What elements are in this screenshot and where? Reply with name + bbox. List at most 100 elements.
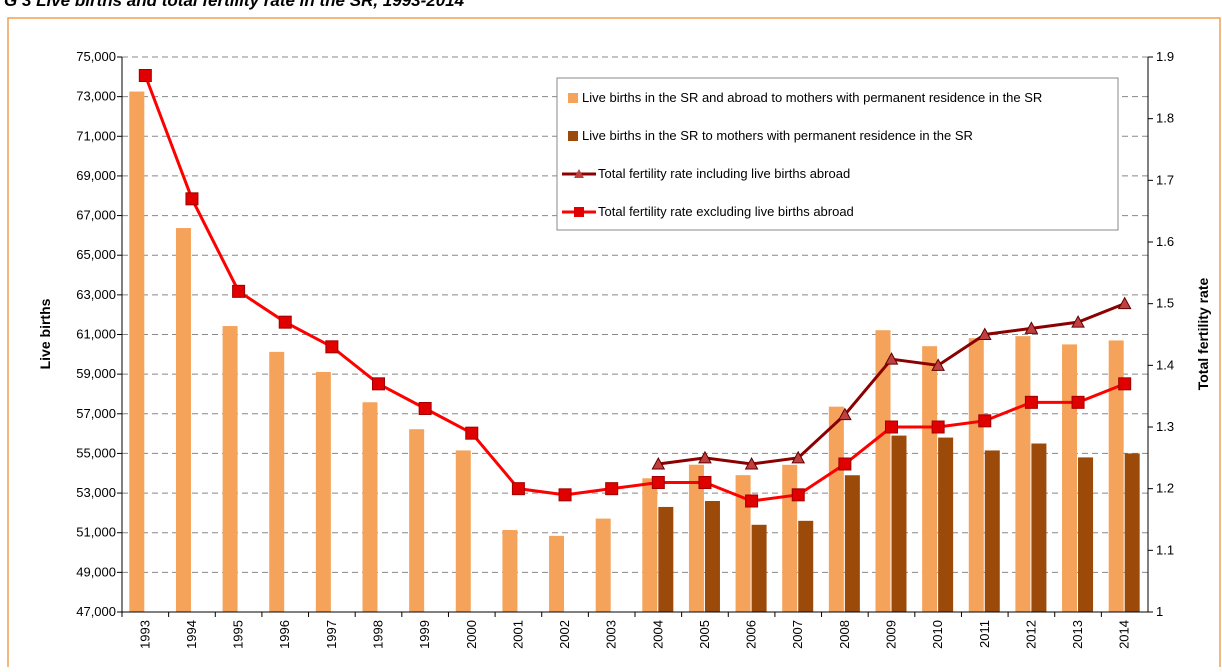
y2-tick-label: 1.3	[1156, 419, 1174, 434]
marker	[1117, 296, 1132, 310]
bar	[1031, 443, 1047, 612]
chart-title: G 3 Live births and total fertility rate…	[4, 0, 465, 10]
bar	[502, 530, 518, 612]
y-tick-label: 73,000	[76, 89, 116, 104]
x-tick-label: 2008	[837, 620, 852, 649]
legend-label: Total fertility rate including live birt…	[598, 166, 850, 181]
bar	[704, 501, 720, 612]
x-tick-label: 1996	[277, 620, 292, 649]
bar	[175, 228, 191, 612]
bar	[891, 435, 907, 612]
x-tick-label: 2009	[884, 620, 899, 649]
marker	[978, 414, 992, 428]
marker	[418, 402, 432, 415]
legend-swatch	[568, 93, 578, 103]
x-tick-label: 1995	[231, 620, 246, 649]
x-tick-label: 1994	[184, 620, 199, 649]
legend-box	[556, 77, 1119, 231]
y2-tick-label: 1.4	[1156, 357, 1174, 372]
x-tick-label: 2007	[790, 620, 805, 649]
chart-frame	[7, 17, 1221, 672]
y2-tick-label: 1.7	[1156, 172, 1174, 187]
bar	[642, 478, 658, 612]
bar	[658, 506, 674, 612]
bar	[688, 464, 704, 612]
x-tick-label: 2014	[1117, 620, 1132, 649]
marker	[1071, 395, 1085, 409]
bar	[828, 406, 844, 612]
bar	[1108, 340, 1124, 612]
marker	[232, 284, 246, 298]
bar	[315, 371, 331, 612]
y-tick-label: 51,000	[76, 525, 116, 540]
marker	[1118, 377, 1132, 391]
bar	[968, 338, 984, 612]
y-tick-label: 57,000	[76, 406, 116, 421]
y-tick-label: 53,000	[76, 485, 116, 500]
bar	[1078, 457, 1094, 612]
x-tick-label: 2002	[557, 620, 572, 649]
marker	[325, 340, 339, 354]
x-tick-label: 2001	[510, 620, 525, 649]
marker	[885, 420, 898, 434]
y2-tick-label: 1.2	[1156, 481, 1174, 496]
x-tick-label: 2010	[930, 620, 945, 649]
x-tick-label: 2003	[604, 620, 619, 649]
x-tick-label: 1999	[417, 620, 432, 649]
y2-axis-title: Total fertility rate	[1195, 278, 1211, 391]
marker	[511, 482, 525, 496]
marker	[791, 450, 806, 464]
bar	[751, 524, 767, 612]
marker	[838, 457, 852, 471]
marker	[465, 426, 479, 440]
y-tick-label: 63,000	[76, 287, 116, 302]
y-tick-label: 61,000	[76, 327, 116, 342]
marker	[1024, 321, 1039, 334]
bar	[984, 450, 1000, 612]
marker	[744, 456, 759, 470]
bar	[875, 330, 891, 612]
bar	[549, 535, 565, 612]
marker	[791, 488, 805, 502]
bar	[409, 429, 425, 612]
marker	[977, 327, 992, 340]
line	[143, 74, 1126, 503]
y2-tick-label: 1	[1156, 604, 1163, 619]
legend: Live births in the SR and abroad to moth…	[556, 77, 1119, 231]
legend-marker	[574, 207, 584, 217]
bar	[844, 475, 860, 612]
bar	[222, 326, 238, 612]
y2-tick-label: 1.6	[1156, 234, 1174, 249]
x-tick-label: 2000	[464, 620, 479, 649]
y-tick-label: 69,000	[76, 168, 116, 183]
bar	[782, 464, 798, 612]
bar	[129, 91, 145, 612]
marker	[651, 476, 665, 489]
y-tick-label: 75,000	[76, 49, 116, 64]
x-tick-label: 2013	[1070, 620, 1085, 649]
y2-tick-label: 1.5	[1156, 296, 1174, 311]
marker	[931, 358, 945, 371]
x-tick-label: 1998	[371, 620, 386, 649]
x-tick-label: 2006	[744, 620, 759, 649]
y-tick-label: 71,000	[76, 128, 116, 143]
marker	[698, 476, 712, 489]
bar	[1124, 453, 1140, 612]
marker	[185, 192, 199, 206]
marker	[745, 494, 759, 508]
marker	[931, 420, 945, 434]
bar	[938, 437, 954, 612]
marker	[605, 482, 619, 496]
bar	[798, 520, 814, 612]
y-axis-title: Live births	[37, 298, 53, 369]
x-tick-label: 2005	[697, 620, 712, 649]
x-tick-label: 1997	[324, 620, 339, 649]
bar	[1062, 344, 1078, 612]
y2-tick-label: 1.8	[1156, 111, 1174, 126]
bar	[735, 475, 751, 612]
x-tick-label: 2011	[977, 620, 992, 648]
legend-swatch	[568, 131, 578, 141]
x-tick-label: 1993	[137, 620, 152, 649]
y2-tick-label: 1.1	[1156, 542, 1174, 557]
marker	[838, 407, 852, 421]
